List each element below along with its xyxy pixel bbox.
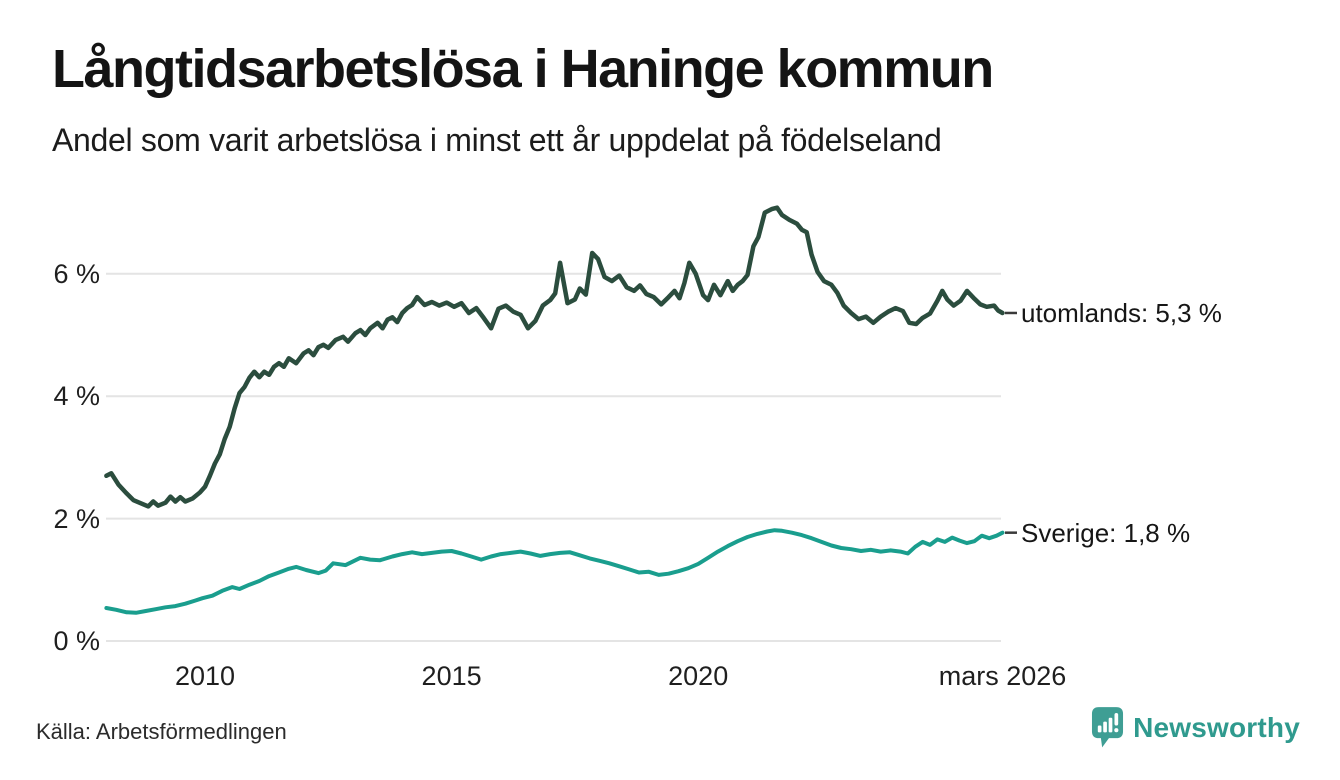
sverige-line	[104, 528, 1005, 615]
x-axis-tick-mars-2026: mars 2026	[938, 661, 1067, 691]
utomlands-line	[104, 205, 1005, 509]
series-end-label-sverige: Sverige: 1,8 %	[1021, 517, 1191, 548]
brand-logo: Newsworthy	[1091, 706, 1300, 749]
page-subtitle: Andel som varit arbetslösa i minst ett å…	[52, 122, 942, 158]
series-end-label-utomlands: utomlands: 5,3 %	[1021, 297, 1222, 328]
y-axis-tick-4: 4 %	[53, 381, 100, 412]
y-axis-tick-0: 0 %	[53, 626, 100, 656]
source-note: Källa: Arbetsförmedlingen	[36, 719, 287, 744]
page-title: Långtidsarbetslösa i Haninge kommun	[52, 39, 994, 99]
brand-wordmark: Newsworthy	[1133, 711, 1300, 743]
x-axis-tick-2020: 2020	[668, 661, 729, 691]
y-axis-tick-2: 2 %	[53, 503, 100, 534]
x-axis-tick-2015: 2015	[421, 661, 482, 691]
y-axis-tick-6: 6 %	[53, 258, 100, 289]
newsworthy-badge-icon	[1092, 707, 1124, 748]
x-axis-tick-2010: 2010	[174, 661, 236, 691]
